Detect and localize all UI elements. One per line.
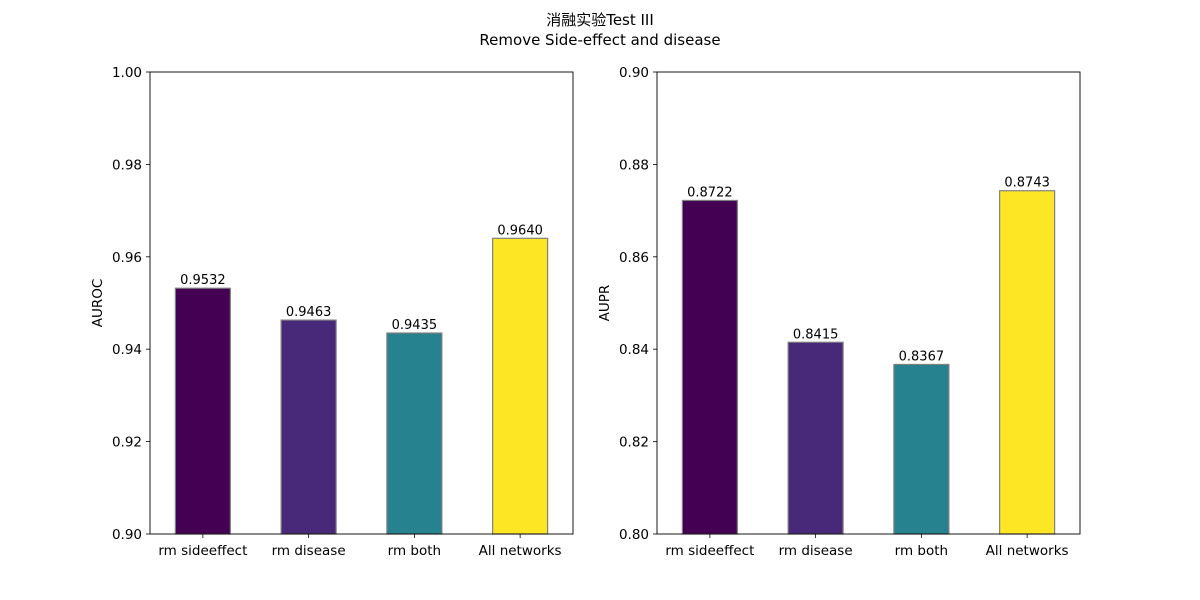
auroc-bar-all-networks [492,237,549,535]
auroc-bar-rm-sideeffect [174,287,231,535]
aupr-bar-all-networks [999,190,1056,535]
figure-title-line2: Remove Side-effect and disease [479,31,720,49]
auroc-x-tick-label-rm-disease: rm disease [272,543,346,559]
aupr-y-tick-label: 0.80 [619,527,649,543]
auroc-x-tick-label-all-networks: All networks [479,543,562,559]
auroc-data-label-rm-disease: 0.9463 [286,305,332,320]
aupr-data-label-rm-both: 0.8367 [899,349,945,364]
auroc-y-axis-label: AUROC [90,279,106,328]
aupr-y-tick-label: 0.90 [619,65,649,81]
aupr-x-tick-label-all-networks: All networks [986,543,1069,559]
aupr-data-label-rm-sideeffect: 0.8722 [687,185,733,200]
auroc-bar-rm-disease [280,319,337,535]
aupr-y-tick-label: 0.88 [619,157,649,173]
auroc-x-tick-label-rm-both: rm both [388,543,441,559]
auroc-data-label-rm-both: 0.9435 [392,318,438,333]
figure-title-line1: 消融实验Test III [546,11,654,29]
auroc-y-tick-label: 0.94 [112,342,142,358]
aupr-x-tick-label-rm-sideeffect: rm sideeffect [665,543,754,559]
auroc-y-tick-label: 1.00 [112,65,142,81]
aupr-y-tick-label: 0.86 [619,250,649,266]
auroc-y-tick-label: 0.96 [112,250,142,266]
aupr-bar-rm-disease [787,341,844,535]
auroc-axes-frame [149,71,574,535]
aupr-axes-frame [656,71,1081,535]
auroc-data-label-all-networks: 0.9640 [497,223,543,238]
auroc-y-tick-label: 0.92 [112,435,142,451]
aupr-data-label-all-networks: 0.8743 [1004,176,1050,191]
aupr-data-label-rm-disease: 0.8415 [793,327,839,342]
aupr-y-axis-label: AUPR [597,285,613,322]
aupr-panel: 0.8722 rm sideeffect 0.8415 rm disease 0.836… [597,65,1081,559]
auroc-y-tick-label: 0.90 [112,527,142,543]
aupr-y-tick-label: 0.82 [619,435,649,451]
aupr-x-tick-label-rm-disease: rm disease [779,543,853,559]
auroc-y-tick-label: 0.98 [112,157,142,173]
aupr-y-tick-label: 0.84 [619,342,649,358]
auroc-data-label-rm-sideeffect: 0.9532 [180,273,226,288]
aupr-bar-rm-both [893,363,950,535]
aupr-bar-rm-sideeffect [681,199,738,535]
auroc-x-tick-label-rm-sideeffect: rm sideeffect [158,543,247,559]
auroc-bar-rm-both [386,332,443,535]
aupr-x-tick-label-rm-both: rm both [895,543,948,559]
auroc-panel: 0.9532 rm sideeffect 0.9463 rm disease 0.943… [90,65,574,559]
